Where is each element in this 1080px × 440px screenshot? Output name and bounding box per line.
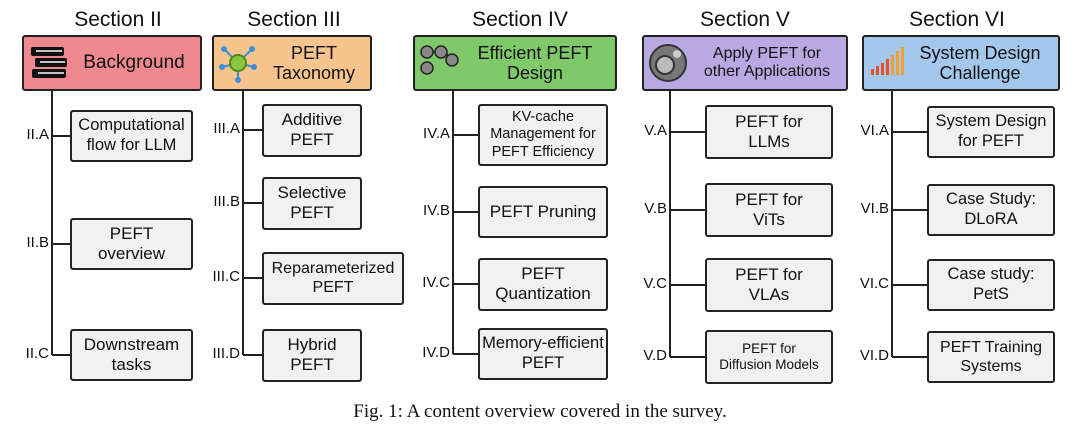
- item-id: VI.B: [860, 200, 889, 217]
- item-id: II.B: [26, 234, 49, 251]
- section-title: Section II: [74, 8, 162, 31]
- section-icon: [419, 43, 459, 81]
- item-box: Case study: PetS: [927, 259, 1055, 311]
- section-header-text: System Design Challenge: [919, 42, 1041, 83]
- item-id: II.C: [25, 345, 49, 362]
- item-id: III.C: [212, 268, 240, 285]
- item-box: PEFT overview: [70, 218, 193, 270]
- item-id: V.D: [643, 347, 667, 364]
- item-box: Selective PEFT: [262, 176, 362, 230]
- section-icon: [648, 43, 688, 88]
- item-box: Computational flow for LLM: [70, 110, 193, 162]
- item-id: VI.A: [860, 122, 889, 139]
- item-box: Memory-efficient PEFT: [478, 328, 608, 380]
- caption: Fig. 1: A content overview covered in th…: [353, 401, 727, 422]
- item-id: V.B: [644, 200, 667, 217]
- item-id: III.A: [213, 120, 240, 137]
- section-title: Section V: [700, 8, 790, 31]
- item-id: VI.D: [859, 347, 889, 364]
- section-icon: [28, 43, 72, 88]
- section-header-text: Efficient PEFT Design: [477, 42, 593, 83]
- section-header-text: Apply PEFT for other Applications: [703, 45, 831, 80]
- item-box: Hybrid PEFT: [262, 328, 362, 382]
- item-box: Reparameterized PEFT: [262, 251, 404, 305]
- item-id: V.A: [644, 122, 667, 139]
- section-header-text: Background: [83, 52, 185, 74]
- item-box: PEFT for Diffusion Models: [705, 330, 833, 384]
- item-box: PEFT for VLAs: [705, 258, 833, 312]
- item-id: III.D: [212, 345, 240, 362]
- item-box: PEFT for LLMs: [705, 105, 833, 159]
- item-box: System Design for PEFT: [927, 106, 1055, 158]
- item-id: IV.B: [423, 202, 450, 219]
- item-id: IV.A: [423, 125, 450, 142]
- item-id: III.B: [213, 193, 240, 210]
- section-header: Efficient PEFT Design: [413, 35, 617, 91]
- section-icon: [868, 43, 908, 81]
- item-box: PEFT Quantization: [478, 257, 608, 311]
- section-title: Section III: [247, 8, 341, 31]
- item-id: IV.D: [422, 344, 450, 361]
- item-box: Case Study: DLoRA: [927, 184, 1055, 236]
- section-title: Section VI: [909, 8, 1005, 31]
- section-header: PEFT Taxonomy: [212, 35, 372, 91]
- section-header: Apply PEFT for other Applications: [642, 35, 848, 91]
- section-title: Section IV: [472, 8, 568, 31]
- item-box: Additive PEFT: [262, 103, 362, 157]
- item-box: PEFT for ViTs: [705, 183, 833, 237]
- item-box: PEFT Pruning: [478, 186, 608, 238]
- section-header: System Design Challenge: [862, 35, 1060, 91]
- item-id: VI.C: [859, 275, 889, 292]
- item-id: II.A: [26, 126, 49, 143]
- item-box: KV-cache Management for PEFT Efficiency: [478, 104, 608, 166]
- section-icon: [218, 43, 258, 87]
- item-box: Downstream tasks: [70, 329, 193, 381]
- section-header: Background: [22, 35, 202, 91]
- item-box: PEFT Training Systems: [927, 331, 1055, 383]
- item-id: IV.C: [422, 274, 450, 291]
- section-header-text: PEFT Taxonomy: [272, 42, 356, 83]
- item-id: V.C: [643, 275, 667, 292]
